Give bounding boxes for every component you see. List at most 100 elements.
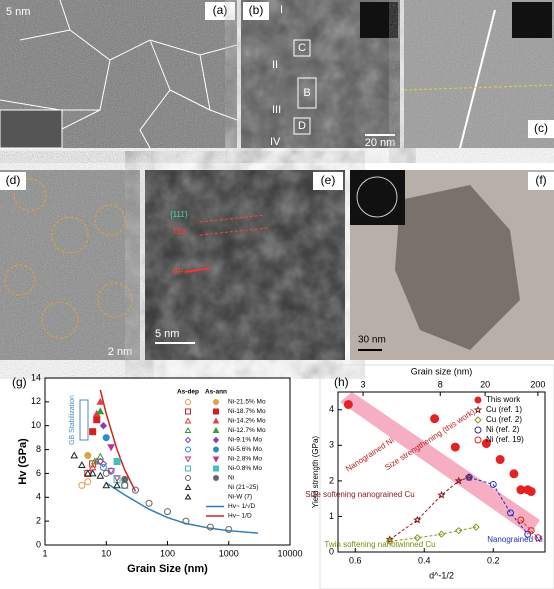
panel-c: (c) xyxy=(403,0,554,149)
x-tick-label: 1 xyxy=(42,548,47,558)
plot-frame xyxy=(337,391,546,553)
legend-marker xyxy=(473,405,483,414)
texture xyxy=(0,170,140,360)
point xyxy=(489,480,497,488)
inset xyxy=(0,109,63,149)
gb-arrow xyxy=(79,399,89,441)
point xyxy=(121,481,129,489)
panel-label: (a) xyxy=(213,3,228,17)
legend-label: Hv~ 1/√D xyxy=(228,502,256,510)
x-tick-label: 10 xyxy=(101,548,111,558)
legend-label: Ni-14.2% Mo xyxy=(228,418,266,425)
legend-label: Ni-9.1% Mo xyxy=(228,437,262,444)
point xyxy=(206,523,214,531)
legend-header: As-dep xyxy=(177,389,199,396)
point xyxy=(472,523,480,531)
scale-label: 30 nm xyxy=(358,335,386,346)
point xyxy=(107,444,115,452)
x-tick-label: 100 xyxy=(160,548,175,558)
legend-label: Ni (ref. 19) xyxy=(486,435,524,444)
point xyxy=(454,476,463,485)
y-tick-label: 10 xyxy=(31,420,41,430)
point xyxy=(465,473,474,481)
point xyxy=(164,508,171,516)
legend-marker xyxy=(185,399,191,405)
legend-marker xyxy=(185,446,191,453)
legend-marker xyxy=(185,475,191,481)
legend-marker xyxy=(213,399,219,405)
point xyxy=(495,455,505,465)
y-axis-label: Hv (GPa) xyxy=(17,438,29,485)
legend-marker xyxy=(213,446,219,453)
point xyxy=(113,458,121,465)
legend-marker xyxy=(184,417,192,424)
x-tick-label: 1000 xyxy=(219,548,239,558)
legend-marker xyxy=(184,483,192,490)
arrow xyxy=(184,267,211,273)
x-tick-label: 10000 xyxy=(277,548,302,558)
legend-label: Ni-0.8% Mo xyxy=(228,465,262,472)
point xyxy=(455,526,463,535)
legend-label: Ni-12.7% Mo xyxy=(228,427,266,434)
point xyxy=(99,460,108,468)
panel-label: (g) xyxy=(12,375,27,389)
legend-marker xyxy=(474,426,482,434)
legend-label: Ni-5.6% Mo xyxy=(228,446,262,453)
point xyxy=(145,499,153,507)
x-axis-label: Grain Size (nm) xyxy=(127,563,208,575)
x2-tick-label: 200 xyxy=(530,379,545,389)
panel-label: (b) xyxy=(249,3,264,17)
legend-marker xyxy=(212,456,220,463)
plane-label: {111} xyxy=(170,210,188,219)
y-tick-label: 12 xyxy=(31,396,41,406)
legend-label: Ni-W (7) xyxy=(228,494,252,501)
x-axis-label: d^-1/2 xyxy=(429,570,454,580)
legend-label: Ni-21.5% Mo xyxy=(228,399,266,406)
legend-label: Ni xyxy=(228,475,234,482)
y-tick-label: 4 xyxy=(36,492,41,502)
point xyxy=(102,481,111,489)
legend-marker xyxy=(212,436,220,444)
point xyxy=(225,525,233,533)
region-label: IV xyxy=(270,136,281,148)
point xyxy=(527,527,535,535)
diffraction-inset xyxy=(360,2,398,38)
twin-label: TBs xyxy=(172,227,186,236)
legend-marker xyxy=(185,465,191,472)
y-tick-label: 6 xyxy=(36,468,41,478)
scale-label: 5 nm xyxy=(155,328,179,340)
point xyxy=(517,516,525,524)
grain-boundaries xyxy=(0,0,238,149)
legend-marker xyxy=(184,426,192,433)
legend-marker xyxy=(212,417,220,424)
y-axis-label: Yield strength (GPa) xyxy=(311,436,320,509)
x2-tick-label: 20 xyxy=(480,379,490,389)
point xyxy=(102,434,110,442)
grain-outlines xyxy=(4,178,133,339)
texture xyxy=(145,170,345,360)
scale-label: 5 nm xyxy=(6,6,30,18)
y-tick-label: 2 xyxy=(36,516,41,526)
region-label: D xyxy=(298,120,306,132)
legend-marker xyxy=(474,416,482,424)
diffraction-inset xyxy=(350,170,405,225)
trend-line xyxy=(389,476,470,540)
legend-label: Ni (21~25) xyxy=(228,484,259,491)
x-tick-label: 0.2 xyxy=(487,555,500,565)
legend-marker xyxy=(213,465,219,472)
panel-label: (c) xyxy=(534,121,548,135)
point xyxy=(113,481,121,489)
legend-label: Ni-18.7% Mo xyxy=(228,408,266,415)
point xyxy=(121,475,129,483)
annotation: GB Stabilization xyxy=(69,395,76,445)
legend-marker xyxy=(474,436,482,444)
trend-band xyxy=(340,392,540,535)
label-box xyxy=(528,172,554,190)
y-tick-label: 2 xyxy=(329,475,334,485)
legend-marker xyxy=(184,436,192,444)
point xyxy=(89,428,97,436)
legend-label: Ni (ref. 2) xyxy=(486,425,520,434)
panel-h-frame xyxy=(319,364,554,589)
region-label: III xyxy=(272,104,281,116)
